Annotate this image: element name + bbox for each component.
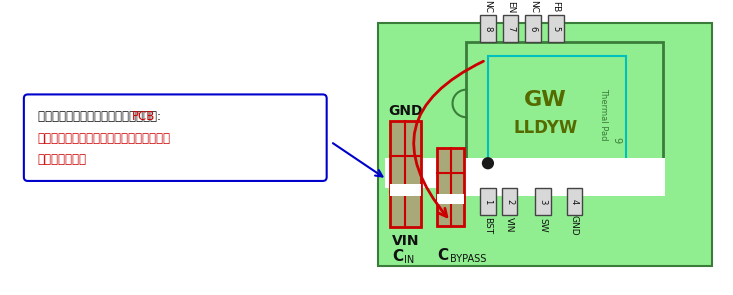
Text: GW: GW — [524, 90, 567, 110]
Text: 走线上产生的压降会降低芯片的工作效率；: 走线上产生的压降会降低芯片的工作效率； — [37, 132, 171, 145]
Text: 4: 4 — [570, 199, 579, 204]
Text: Thermal Pad: Thermal Pad — [599, 88, 608, 140]
Text: 7: 7 — [506, 26, 515, 31]
Text: VIN: VIN — [391, 234, 419, 248]
Bar — [535, 188, 550, 215]
Bar — [466, 42, 663, 188]
Text: BYPASS: BYPASS — [449, 254, 486, 264]
Text: NC: NC — [528, 0, 537, 14]
Bar — [480, 188, 496, 215]
Bar — [390, 121, 421, 227]
Text: 2: 2 — [505, 199, 514, 204]
Text: IN: IN — [405, 255, 415, 265]
Text: GND: GND — [570, 215, 579, 235]
Bar — [503, 15, 518, 42]
Bar — [464, 158, 665, 196]
Text: 9: 9 — [611, 137, 621, 143]
Text: EN: EN — [506, 1, 515, 13]
Bar — [390, 184, 421, 196]
Bar — [377, 23, 712, 266]
Text: 输入电容放置如果远离芯片，可能造成:: 输入电容放置如果远离芯片，可能造成: — [37, 110, 164, 123]
Text: C: C — [392, 249, 403, 264]
Bar — [437, 194, 464, 204]
Bar — [480, 15, 496, 42]
Text: LLDYW: LLDYW — [514, 119, 578, 137]
Circle shape — [482, 158, 493, 169]
Bar — [501, 188, 517, 215]
Bar — [567, 188, 582, 215]
FancyBboxPatch shape — [24, 94, 327, 181]
Text: C: C — [438, 248, 449, 263]
Text: GND: GND — [388, 104, 423, 118]
Text: 6: 6 — [528, 26, 537, 31]
Text: SW: SW — [539, 218, 548, 232]
Text: BST: BST — [484, 217, 493, 234]
Bar — [437, 148, 464, 226]
Bar — [385, 158, 471, 188]
Text: 5: 5 — [551, 26, 560, 31]
Text: 3: 3 — [539, 199, 548, 204]
Text: 1: 1 — [484, 199, 493, 204]
Text: NC: NC — [484, 0, 493, 14]
Bar — [488, 56, 625, 172]
Text: 工作稳定性下降: 工作稳定性下降 — [37, 153, 86, 166]
Text: FB: FB — [551, 1, 560, 13]
Bar — [526, 15, 541, 42]
Bar — [548, 15, 564, 42]
Text: VIN: VIN — [505, 217, 514, 233]
Text: 8: 8 — [484, 26, 493, 31]
Text: PCB: PCB — [132, 110, 155, 123]
